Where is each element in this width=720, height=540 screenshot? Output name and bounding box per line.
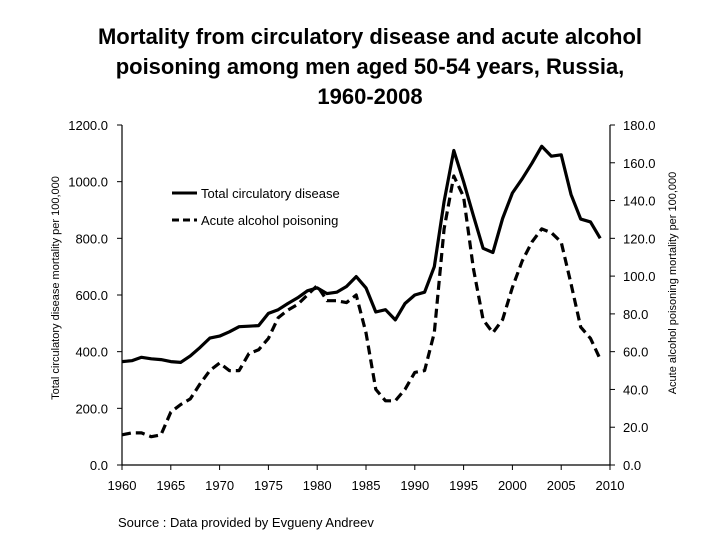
y-tick-label-right: 80.0 — [623, 307, 648, 322]
series-line-circulatory-disease — [121, 144, 602, 364]
y-tick-label-right: 20.0 — [623, 420, 648, 435]
chart-title: Mortality from circulatory disease and a… — [80, 22, 660, 112]
y-tick-label-right: 0.0 — [623, 458, 641, 473]
x-tick-label: 1975 — [254, 478, 283, 493]
y-tick-label-right: 60.0 — [623, 345, 648, 360]
x-tick-label: 2000 — [498, 478, 527, 493]
y-tick-label-left: 200.0 — [75, 401, 108, 416]
legend: Total circulatory disease Acute alcohol … — [172, 186, 340, 228]
y-tick-label-left: 800.0 — [75, 231, 108, 246]
y-axis-right-label: Acute alcohol poisoning mortality per 10… — [667, 172, 679, 395]
title-line-1: Mortality from circulatory disease and a… — [97, 24, 643, 49]
y-axis-left-label: Total circulatory disease mortality per … — [50, 176, 62, 400]
y-tick-label-right: 140.0 — [623, 194, 656, 209]
title-line-2: poisoning among men aged 50-54 years, Ru… — [115, 54, 625, 79]
x-tick-label: 2010 — [596, 478, 625, 493]
y-tick-label-left: 600.0 — [75, 288, 108, 303]
y-tick-label-right: 40.0 — [623, 382, 648, 397]
series-line-alcohol-poisoning — [121, 174, 602, 439]
y-tick-label-left: 1200.0 — [68, 118, 108, 133]
x-tick-label: 1960 — [108, 478, 137, 493]
x-tick-label: 1965 — [156, 478, 185, 493]
x-tick-label: 2005 — [547, 478, 576, 493]
x-tick-label: 1990 — [400, 478, 429, 493]
y-tick-label-left: 0.0 — [90, 458, 108, 473]
x-tick-label: 1980 — [303, 478, 332, 493]
y-tick-label-right: 120.0 — [623, 231, 656, 246]
x-tick-label: 1970 — [205, 478, 234, 493]
ticks: 1960 1965 1970 1975 1980 1985 1990 1995 2000 2005… — [68, 118, 655, 493]
legend-label-alcohol: Acute alcohol poisoning — [201, 213, 338, 228]
y-tick-label-right: 160.0 — [623, 156, 656, 171]
y-tick-label-right: 180.0 — [623, 118, 656, 133]
x-tick-label: 1985 — [352, 478, 381, 493]
source-note: Source : Data provided by Evgueny Andree… — [118, 515, 374, 530]
legend-label-circulatory: Total circulatory disease — [201, 186, 340, 201]
x-tick-label: 1995 — [449, 478, 478, 493]
y-tick-label-left: 1000.0 — [68, 175, 108, 190]
series-lines — [121, 144, 602, 439]
axes — [121, 125, 611, 466]
title-line-3: 1960-2008 — [317, 84, 423, 109]
y-tick-label-left: 400.0 — [75, 345, 108, 360]
y-tick-label-right: 100.0 — [623, 269, 656, 284]
